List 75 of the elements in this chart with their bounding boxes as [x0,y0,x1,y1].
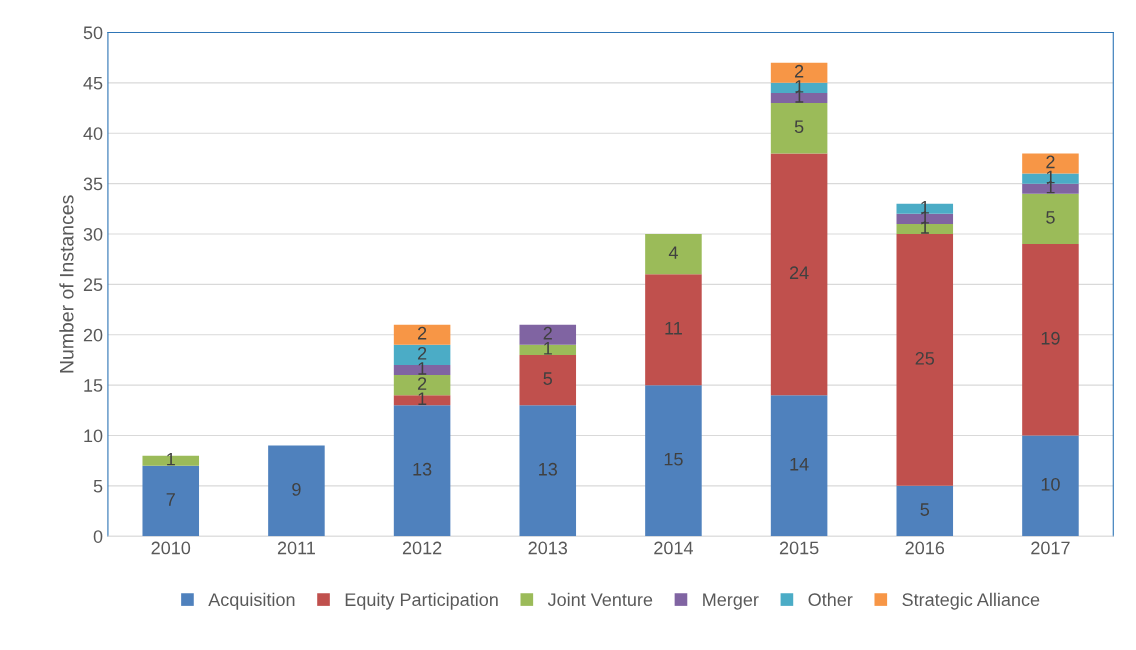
data-label: 4 [668,246,678,259]
data-label: 1 [418,362,427,375]
data-label: 24 [789,266,809,279]
y-tick-label: 20 [83,328,103,342]
x-tick-label: 2013 [528,541,568,555]
bar [268,445,325,537]
bar [770,103,828,154]
bar [770,153,828,396]
x-tick-label: 2012 [402,541,442,555]
bar [896,234,954,486]
data-label: 2 [543,326,552,340]
data-label: 2 [1046,155,1055,169]
y-tick-label: 40 [83,127,103,140]
data-label: 25 [915,352,935,365]
data-label: 7 [166,493,175,506]
bar [645,234,702,275]
legend-label: Joint Venture [547,592,653,607]
data-label: 5 [1046,211,1055,224]
legend-label: Equity Participation [345,592,498,610]
bar [1022,244,1079,436]
x-tick-label: 2014 [654,541,693,555]
bar [519,405,577,537]
data-label: 2 [417,346,427,360]
bar [1022,183,1079,194]
data-label: 9 [292,482,301,496]
data-label: 2 [417,377,427,390]
data-label: 5 [543,372,553,385]
bar [142,455,200,466]
bar [896,485,954,537]
data-label: 10 [1041,477,1060,491]
legend-label: Other [808,592,853,607]
legend-label: Merger [703,593,759,610]
x-tick-label: 2010 [151,541,191,555]
data-label: 5 [920,503,930,516]
data-label: 14 [790,457,809,471]
x-tick-label: 2016 [905,541,945,555]
data-label: 2 [417,326,427,340]
data-label: 1 [544,342,552,355]
legend-label: Strategic Alliance [902,592,1040,610]
bar [770,395,828,537]
y-tick-label: 10 [84,429,103,443]
bar [896,223,954,234]
data-label: 13 [413,462,432,476]
data-label: 19 [1041,331,1060,345]
bar [770,92,828,104]
y-tick-label: 45 [83,77,103,90]
data-label: 13 [539,462,558,476]
bar [393,324,451,345]
bar [142,465,200,537]
y-tick-label: 50 [83,26,103,40]
bar [519,344,577,355]
bar [645,385,702,537]
data-label: 1 [167,452,175,466]
bar [393,364,451,376]
y-axis-title: Number of Instances [59,195,74,373]
data-label: 11 [665,321,682,335]
y-tick-label: 0 [93,530,103,543]
y-tick-label: 25 [83,278,103,292]
bar [645,274,702,386]
bar [393,405,451,537]
bar [519,354,577,406]
bar [1022,435,1079,537]
y-tick-label: 5 [93,480,103,493]
x-tick-label: 2011 [277,541,315,555]
y-tick-label: 15 [84,379,103,392]
bar [1022,193,1079,245]
x-tick-label: 2015 [779,541,819,555]
y-tick-label: 35 [83,177,103,191]
data-label: 1 [418,392,427,405]
data-label: 2 [794,64,804,78]
y-tick-label: 30 [83,227,103,241]
legend-label: Acquisition [208,592,295,610]
x-tick-label: 2017 [1031,541,1070,555]
data-label: 5 [794,120,804,134]
data-label: 15 [664,452,683,466]
